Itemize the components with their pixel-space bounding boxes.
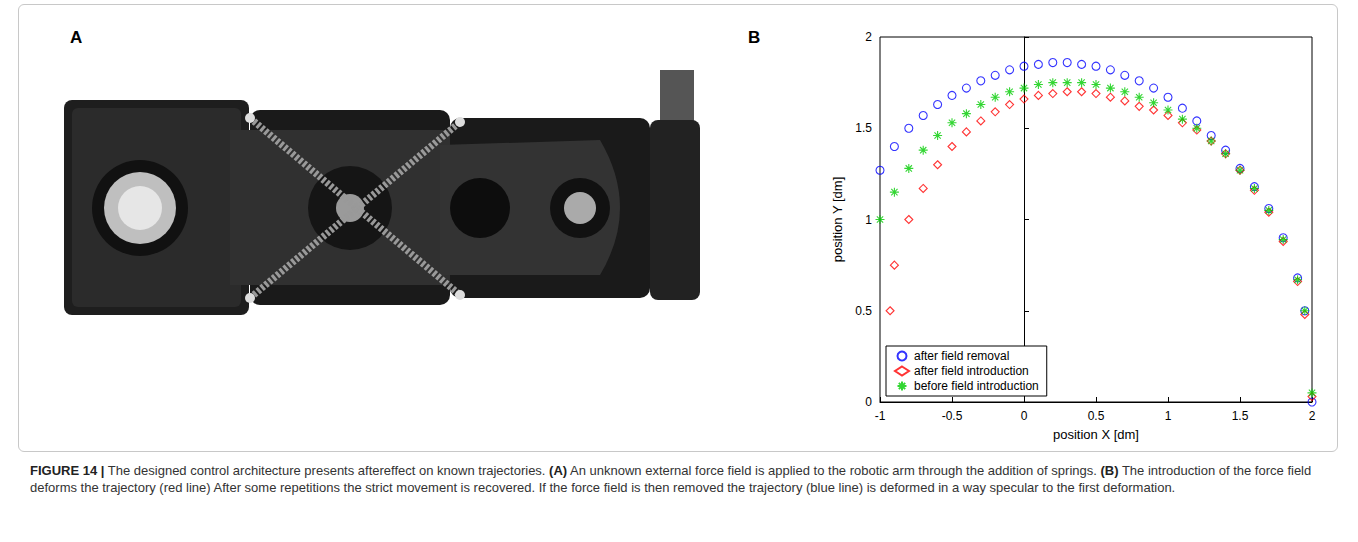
- svg-text:1: 1: [1165, 409, 1172, 423]
- html-text:FIGURE 14 | The designed contr: FIGURE 14 | The designed control archite…: [30, 463, 1312, 495]
- svg-text:1: 1: [865, 213, 872, 227]
- svg-text:0: 0: [1021, 409, 1028, 423]
- svg-text:before field introduction: before field introduction: [914, 379, 1039, 393]
- html-text:B: B: [748, 28, 761, 47]
- svg-text:after field removal: after field removal: [914, 349, 1009, 363]
- svg-text:position Y [dm]: position Y [dm]: [830, 177, 845, 263]
- svg-text:-1: -1: [875, 409, 886, 423]
- svg-text:2: 2: [1309, 409, 1316, 423]
- svg-text:0.5: 0.5: [855, 304, 872, 318]
- svg-text:position X [dm]: position X [dm]: [1053, 427, 1139, 442]
- svg-text:after field introduction: after field introduction: [914, 364, 1029, 378]
- svg-text:-0.5: -0.5: [942, 409, 963, 423]
- svg-text:0: 0: [865, 395, 872, 409]
- svg-text:2: 2: [865, 30, 872, 44]
- svg-text:1.5: 1.5: [1232, 409, 1249, 423]
- html-text:A: A: [70, 28, 83, 47]
- svg-text:1.5: 1.5: [855, 121, 872, 135]
- svg-text:0.5: 0.5: [1088, 409, 1105, 423]
